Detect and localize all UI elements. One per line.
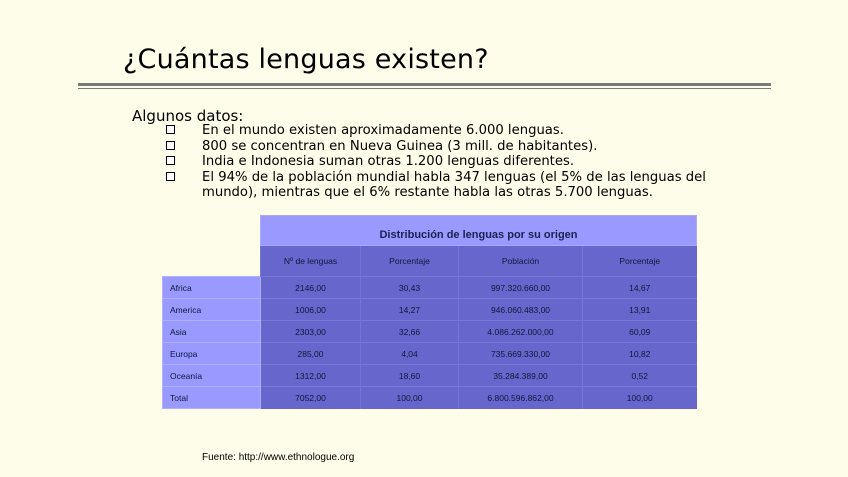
checkbox-square-icon (166, 171, 175, 181)
table-cell: 100,00 (582, 386, 697, 409)
table-cell: 1006,00 (260, 298, 361, 321)
column-header: Porcentaje (360, 245, 459, 277)
bullet-item: India e Indonesia suman otras 1.200 leng… (166, 154, 741, 170)
table-cell: 4.086.262.000,00 (458, 320, 583, 343)
column-header: Población (458, 245, 583, 277)
table-cell: 946.060.483,00 (458, 298, 583, 321)
table-cell: 14,27 (360, 298, 459, 321)
row-label: Europa (162, 342, 261, 365)
table-cell: 285,00 (260, 342, 361, 365)
table-row: America 1006,00 14,27 946.060.483,00 13,… (162, 298, 697, 321)
row-label: America (162, 298, 261, 321)
table-corner (163, 246, 261, 277)
table-cell: 2146,00 (260, 276, 361, 299)
checkbox-square-icon (166, 140, 175, 150)
bullet-list: En el mundo existen aproximadamente 6.00… (166, 123, 741, 201)
bullet-item: En el mundo existen aproximadamente 6.00… (166, 123, 741, 139)
table-cell: 100,00 (360, 386, 459, 409)
table-corner (163, 216, 261, 246)
row-label: Total (162, 386, 261, 409)
table-row: Europa 285,00 4,04 735.669.330,00 10,82 (162, 342, 697, 365)
bullet-item: 800 se concentran en Nueva Guinea (3 mil… (166, 139, 741, 155)
row-label: Asia (162, 320, 261, 343)
checkbox-square-icon (166, 156, 175, 165)
title-divider-thin (78, 88, 771, 89)
bullet-item: El 94% de la población mundial habla 347… (166, 170, 741, 201)
table-row: Oceanía 1312,00 18,60 35.284.389,00 0,52 (162, 364, 697, 387)
slide-title: ¿Cuántas lenguas existen? (123, 44, 489, 75)
table-cell: 35.284.389,00 (458, 364, 583, 387)
checkbox-square-icon (166, 125, 175, 134)
table-cell: 6.800.596.862,00 (458, 386, 583, 409)
table-cell: 2303,00 (260, 320, 361, 343)
table-cell: 10,82 (582, 342, 697, 365)
row-label: Africa (162, 276, 261, 299)
table-cell: 4,04 (360, 342, 459, 365)
column-header: Nº de lenguas (260, 245, 361, 277)
subheading: Algunos datos: (132, 107, 244, 125)
table-cell: 60,09 (582, 320, 697, 343)
table-cell: 735.669.330,00 (458, 342, 583, 365)
column-header: Porcentaje (582, 245, 697, 277)
table-cell: 1312,00 (260, 364, 361, 387)
source-note: Fuente: http://www.ethnologue.org (202, 452, 355, 463)
table-cell: 13,91 (582, 298, 697, 321)
title-divider-thick (78, 83, 771, 86)
table-row: Africa 2146,00 30,43 997.320.660,00 14,6… (162, 276, 697, 299)
table-cell: 0,52 (582, 364, 697, 387)
table-cell: 32,66 (360, 320, 459, 343)
language-distribution-table: Distribución de lenguas por su origen Nº… (162, 215, 697, 409)
table-cell: 7052,00 (260, 386, 361, 409)
row-label: Oceanía (162, 364, 261, 387)
table-cell: 18,60 (360, 364, 459, 387)
table-cell: 30,43 (360, 276, 459, 299)
table-row-total: Total 7052,00 100,00 6.800.596.862,00 10… (162, 386, 697, 409)
table-row: Asia 2303,00 32,66 4.086.262.000,00 60,0… (162, 320, 697, 343)
table-cell: 997.320.660,00 (458, 276, 583, 299)
table-cell: 14,67 (582, 276, 697, 299)
table-caption: Distribución de lenguas por su origen (260, 215, 697, 246)
